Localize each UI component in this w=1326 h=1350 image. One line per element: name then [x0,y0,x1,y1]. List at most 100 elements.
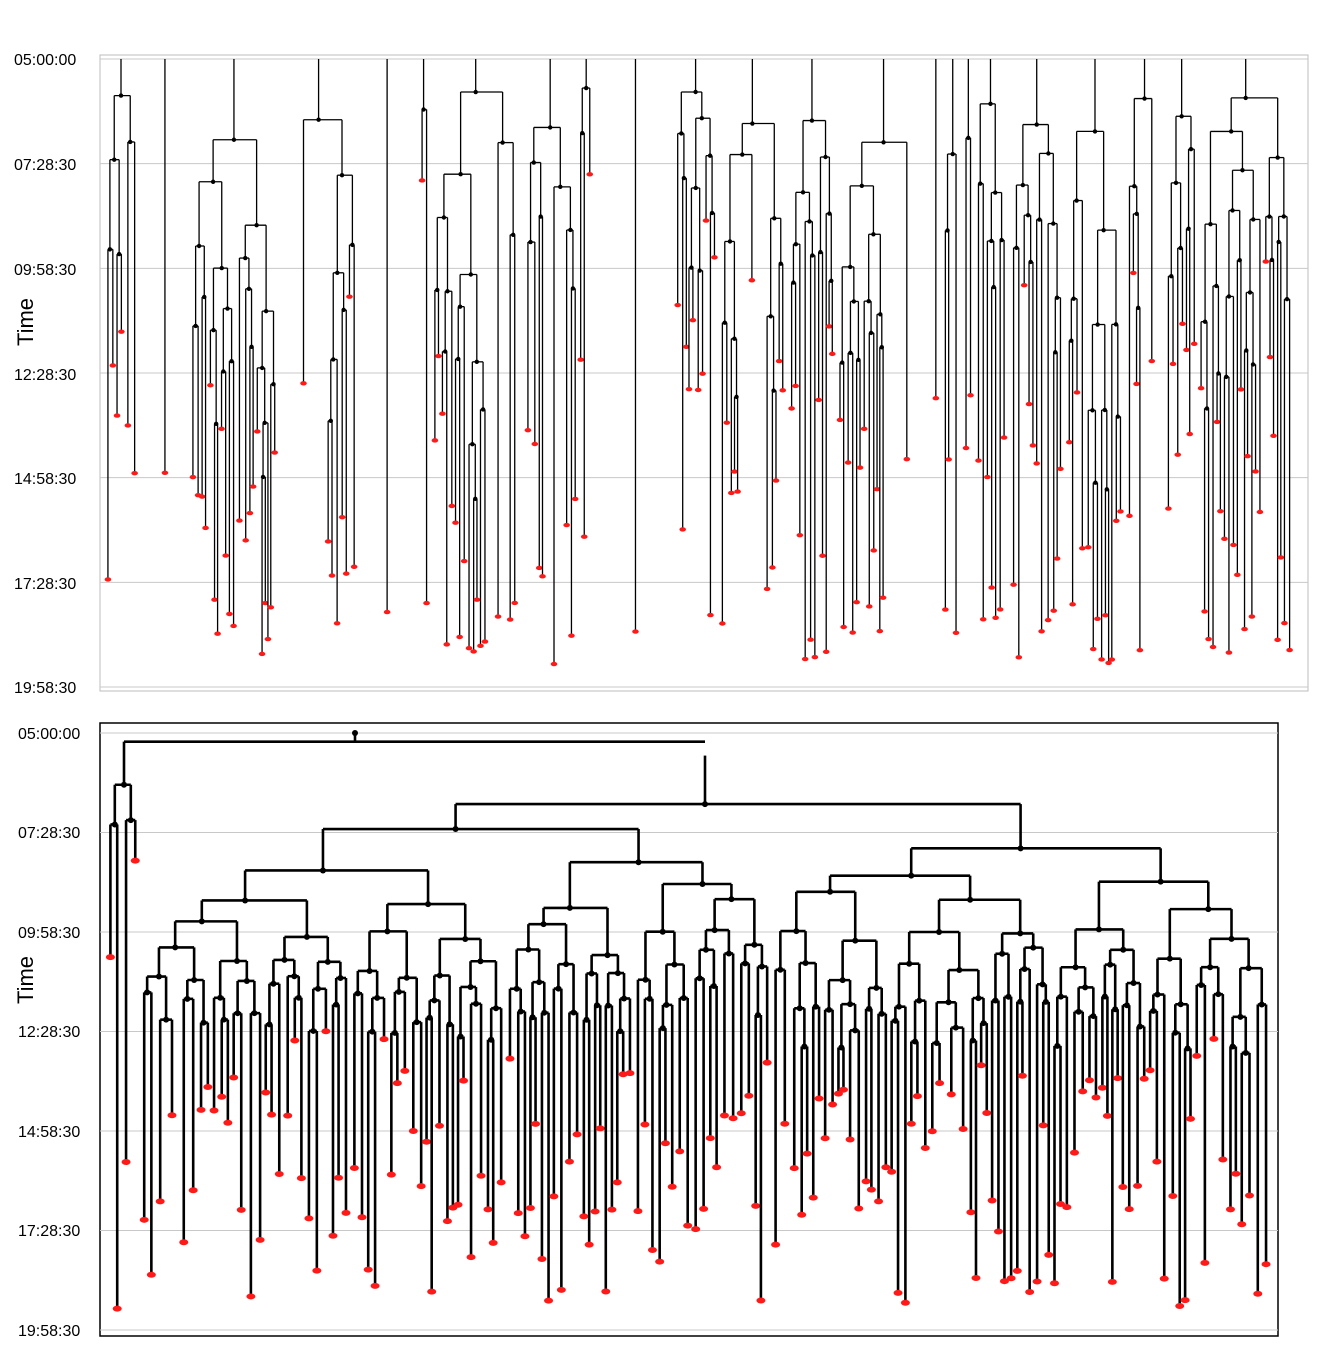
terminal-cell-node [271,450,279,455]
division-node [768,314,773,319]
division-node [441,215,447,220]
terminal-cell-node [691,1226,701,1233]
terminal-cell-node [1201,609,1208,614]
division-node [452,826,459,833]
division-node [128,139,133,145]
division-node [202,294,207,300]
division-node [163,1016,170,1023]
division-node [219,265,224,271]
division-node [314,985,321,992]
division-node [242,897,249,904]
division-node [421,107,426,112]
terminal-cell-node [881,1164,891,1171]
terminal-cell-node [422,1138,432,1145]
division-node [881,140,886,145]
division-node [446,1021,453,1028]
terminal-cell-node [674,302,681,308]
terminal-cell-node [900,1299,910,1306]
division-node [1136,1023,1143,1030]
division-node [878,312,883,317]
top-y-tick-label: 12:28:30 [14,367,76,384]
division-node [472,1000,479,1007]
division-node [993,190,998,195]
division-node [462,935,469,942]
bottom-y-tick-label: 12:28:30 [18,1024,80,1041]
division-node [671,961,678,968]
terminal-cell-node [873,487,881,492]
division-node [1072,964,1079,971]
division-node [1025,212,1031,218]
division-node [198,918,205,925]
terminal-cell-node [946,1091,956,1098]
terminal-cell-node [1069,602,1076,607]
terminal-cell-node [255,1236,265,1243]
bottom-y-tick-label: 07:28:30 [18,825,80,842]
division-node [1028,259,1033,265]
terminal-cell-node [246,1293,256,1300]
terminal-cell-node [819,553,826,558]
division-node [1017,930,1024,937]
division-node [1057,993,1064,1000]
division-node [1184,1045,1191,1052]
division-node [303,933,310,940]
division-node [702,946,709,953]
division-node [220,1016,227,1023]
division-node [1021,966,1028,973]
division-node [1157,878,1164,885]
terminal-cell-node [520,1233,530,1240]
terminal-cell-node [209,1107,219,1114]
division-node [800,190,806,195]
division-node [468,272,474,277]
division-node [1093,480,1098,485]
terminal-cell-node [815,397,822,403]
terminal-cell-node [1277,555,1285,560]
division-node [659,928,666,935]
terminal-cell-node [473,597,481,602]
division-node [1095,926,1102,933]
terminal-cell-node [488,1239,498,1246]
terminal-cell-node [328,573,336,578]
terminal-cell-node [1097,1084,1107,1091]
division-node [1101,993,1108,1000]
division-node [614,970,621,977]
division-node [200,1019,207,1026]
terminal-cell-node [1286,647,1293,653]
terminal-cell-node [584,1241,594,1248]
terminal-cell-node [1057,466,1064,472]
terminal-cell-node [202,525,209,531]
division-node [1132,184,1137,189]
division-node [1169,273,1174,279]
terminal-cell-node [218,426,225,432]
bottom-lineage-chart: 05:00:00 07:28:30 09:58:30 12:28:30 14:5… [13,722,1279,1340]
division-node [436,972,443,979]
terminal-cell-node [675,1148,685,1155]
division-node [895,1003,902,1010]
division-node [1092,129,1098,134]
terminal-cell-node [1230,542,1237,548]
division-node [1069,338,1074,343]
terminal-cell-node [118,329,125,334]
division-node [605,1002,612,1009]
division-node [350,242,355,248]
terminal-cell-node [711,255,718,260]
division-node [425,901,432,908]
division-node [1244,348,1249,353]
terminal-cell-node [1241,626,1248,632]
terminal-cell-node [1270,433,1277,438]
terminal-cell-node [1266,354,1274,360]
terminal-cell-node [537,1256,547,1263]
division-node [413,1019,420,1026]
terminal-cell-node [820,1135,830,1142]
terminal-cell-node [448,503,456,509]
division-node [488,1036,495,1043]
terminal-cell-node [1186,431,1194,437]
division-node [1101,227,1106,233]
terminal-cell-node [1218,1156,1228,1163]
terminal-cell-node [563,522,570,528]
division-node [604,952,611,959]
terminal-cell-node [927,1128,937,1135]
terminal-cell-node [982,1110,992,1117]
division-node [908,872,915,879]
division-node [1074,198,1079,203]
top-tree-marks [104,59,1293,667]
